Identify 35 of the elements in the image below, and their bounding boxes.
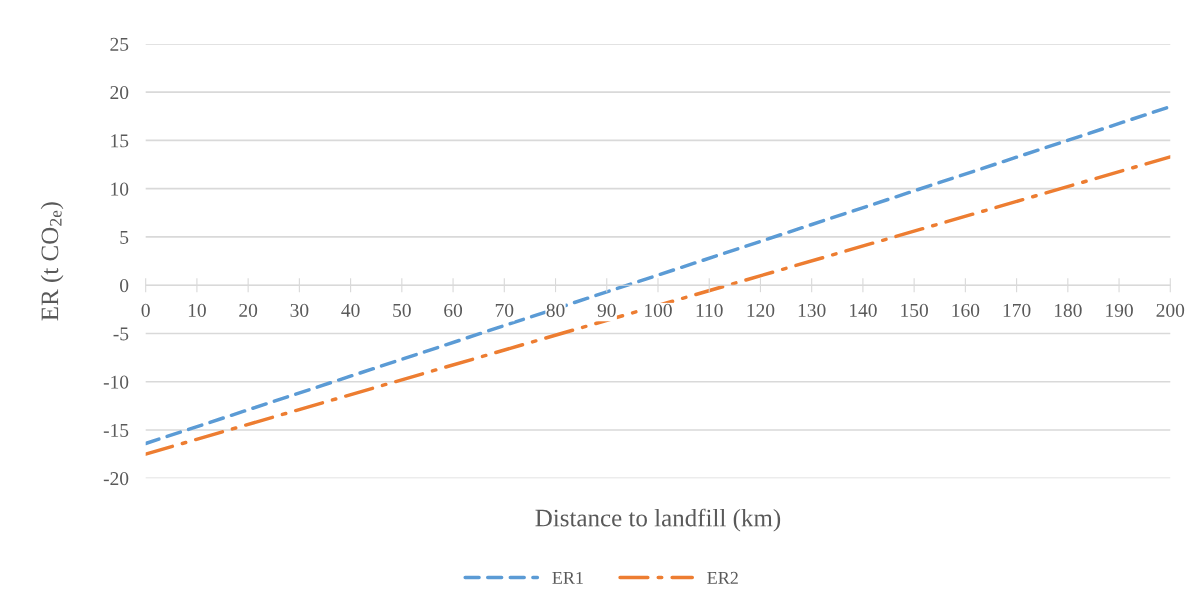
- y-tick-label: 25: [110, 37, 129, 51]
- x-tick-label: 0: [141, 303, 150, 317]
- x-tick-label: 110: [696, 303, 723, 317]
- x-tick-label: 70: [495, 303, 514, 317]
- x-tick-label: 140: [850, 303, 877, 317]
- x-tick-label: 20: [239, 303, 258, 317]
- y-tick-label: -20: [103, 472, 129, 486]
- y-tick-label: 20: [110, 85, 129, 100]
- y-tick-label: 5: [120, 230, 129, 244]
- x-tick-label: 10: [188, 303, 206, 317]
- legend-label: ER1: [552, 571, 583, 584]
- x-tick-label: 200: [1156, 303, 1185, 317]
- x-tick-label: 170: [1003, 303, 1031, 317]
- x-tick-label: 60: [444, 303, 463, 317]
- x-tick-label: 90: [597, 303, 616, 317]
- x-tick-label: 130: [798, 303, 826, 317]
- x-tick-label: 180: [1054, 303, 1082, 317]
- x-tick-label: 150: [901, 303, 928, 317]
- x-tick-label: 120: [747, 303, 775, 317]
- x-tick-label: 100: [645, 303, 672, 317]
- y-axis-title: ER (t CO$_{2e}$): [40, 202, 64, 321]
- legend-label: ER2: [707, 571, 738, 584]
- x-tick-label: 190: [1106, 303, 1133, 317]
- x-tick-label: 160: [952, 303, 980, 317]
- y-tick-label: -5: [113, 327, 129, 341]
- x-tick-label: 50: [393, 303, 411, 317]
- x-axis-title: Distance to landfill (km): [535, 508, 781, 532]
- x-tick-label: 40: [341, 303, 360, 317]
- y-tick-label: 0: [120, 279, 129, 293]
- y-tick-label: 15: [111, 134, 129, 148]
- y-tick-label: 10: [111, 182, 129, 196]
- y-tick-label: -10: [103, 375, 129, 389]
- y-tick-label: -15: [103, 423, 129, 437]
- x-tick-label: 30: [290, 303, 309, 317]
- x-tick-label: 80: [546, 303, 565, 317]
